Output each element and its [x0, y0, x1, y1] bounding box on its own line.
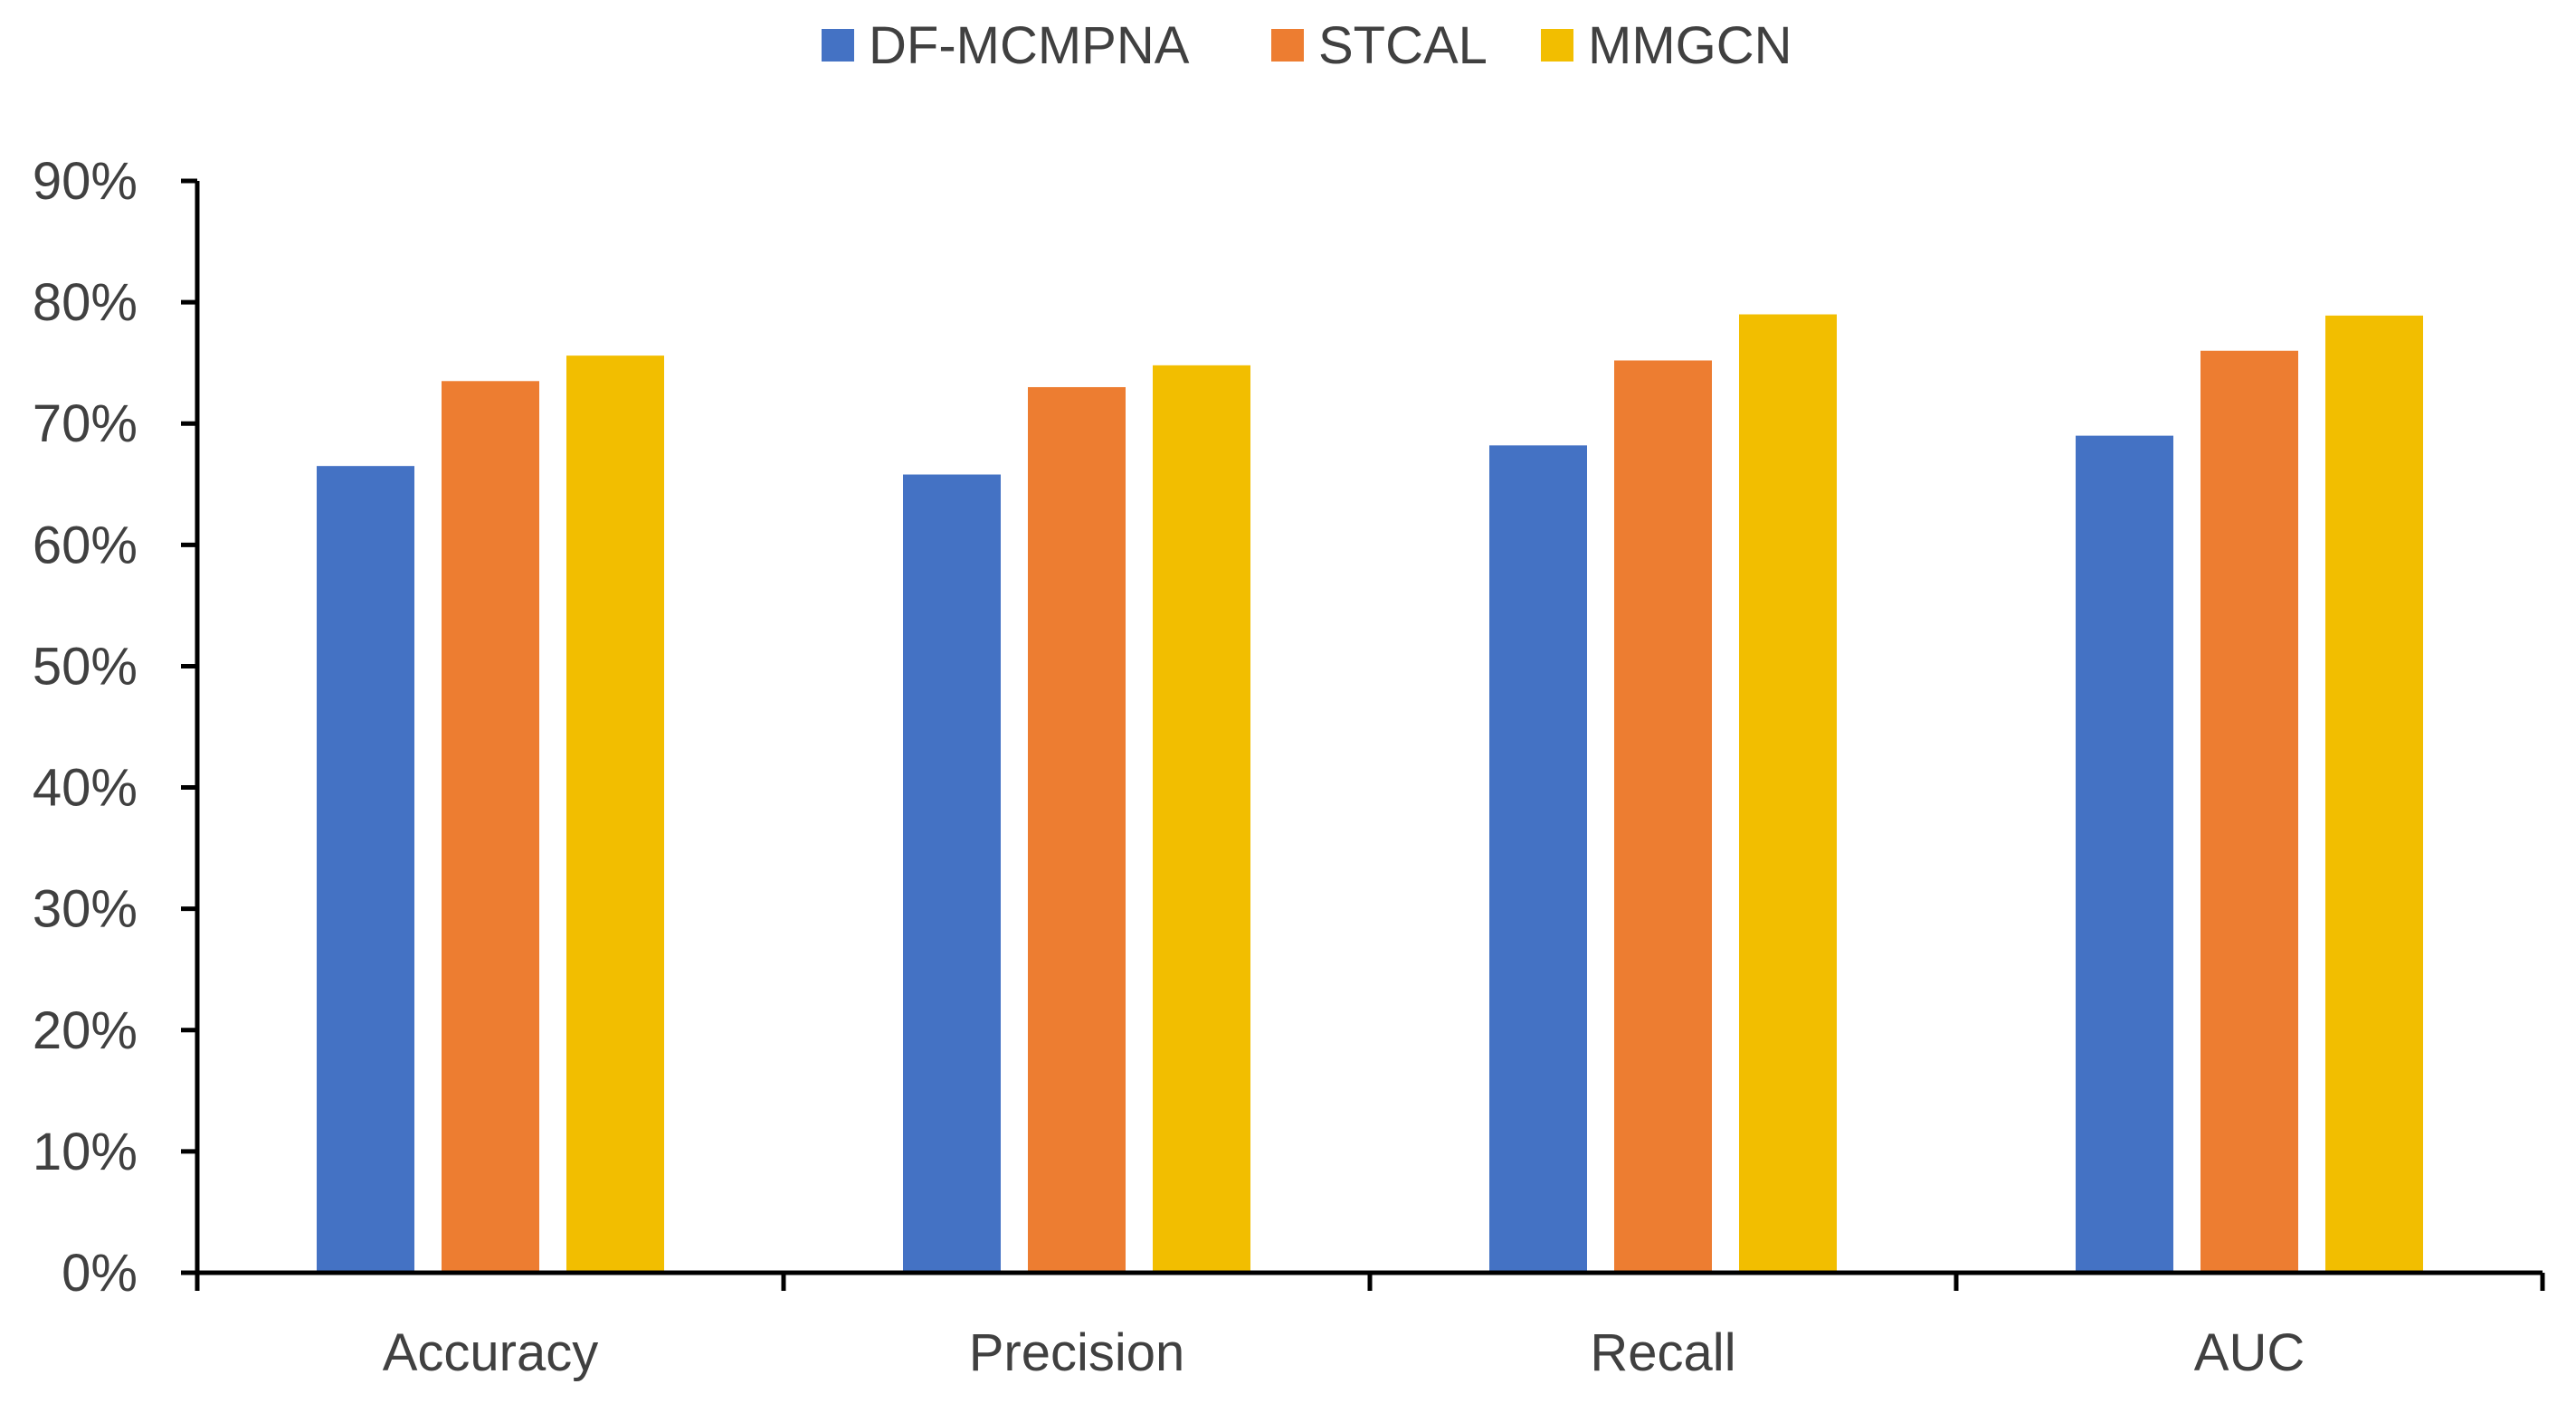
legend-label: DF-MCMPNA	[869, 16, 1190, 75]
legend-label: MMGCN	[1588, 16, 1792, 75]
bar-stcal-auc	[2201, 350, 2298, 1273]
y-tick-label: 20%	[33, 1001, 138, 1060]
legend-swatch	[1271, 29, 1304, 62]
x-category-label: Precision	[969, 1323, 1185, 1382]
bar-df-mcmpna-accuracy	[317, 466, 414, 1273]
x-axis: Accuracy Precision Recall AUC	[195, 1270, 2545, 1382]
bar-stcal-accuracy	[442, 381, 539, 1273]
bar-stcal-recall	[1614, 360, 1712, 1273]
legend-label: STCAL	[1318, 16, 1488, 75]
y-axis: 0% 10% 20% 30% 40% 50% 60% 70% 80% 90%	[33, 152, 200, 1303]
y-tick-label: 80%	[33, 273, 138, 332]
bar-mmgcn-precision	[1153, 365, 1250, 1273]
bar-mmgcn-recall	[1739, 314, 1837, 1273]
bar-df-mcmpna-recall	[1489, 445, 1587, 1274]
legend-swatch	[1541, 29, 1573, 62]
bar-df-mcmpna-auc	[2076, 435, 2173, 1274]
y-tick-label: 0%	[62, 1244, 138, 1303]
bars	[317, 314, 2423, 1274]
bar-mmgcn-auc	[2325, 315, 2423, 1274]
y-tick-label: 50%	[33, 637, 138, 696]
legend-swatch	[822, 29, 854, 62]
x-category-label: AUC	[2194, 1323, 2305, 1382]
y-tick-label: 90%	[33, 152, 138, 211]
bar-stcal-precision	[1028, 386, 1126, 1273]
bar-df-mcmpna-precision	[903, 474, 1001, 1273]
y-tick-label: 30%	[33, 880, 138, 939]
y-tick-label: 40%	[33, 759, 138, 818]
bar-mmgcn-accuracy	[566, 355, 664, 1273]
legend: DF-MCMPNA STCAL MMGCN	[822, 16, 1792, 75]
x-category-label: Recall	[1590, 1323, 1735, 1382]
x-category-label: Accuracy	[383, 1323, 599, 1382]
y-tick-label: 70%	[33, 394, 138, 453]
y-tick-label: 10%	[33, 1123, 138, 1181]
y-tick-label: 60%	[33, 516, 138, 574]
